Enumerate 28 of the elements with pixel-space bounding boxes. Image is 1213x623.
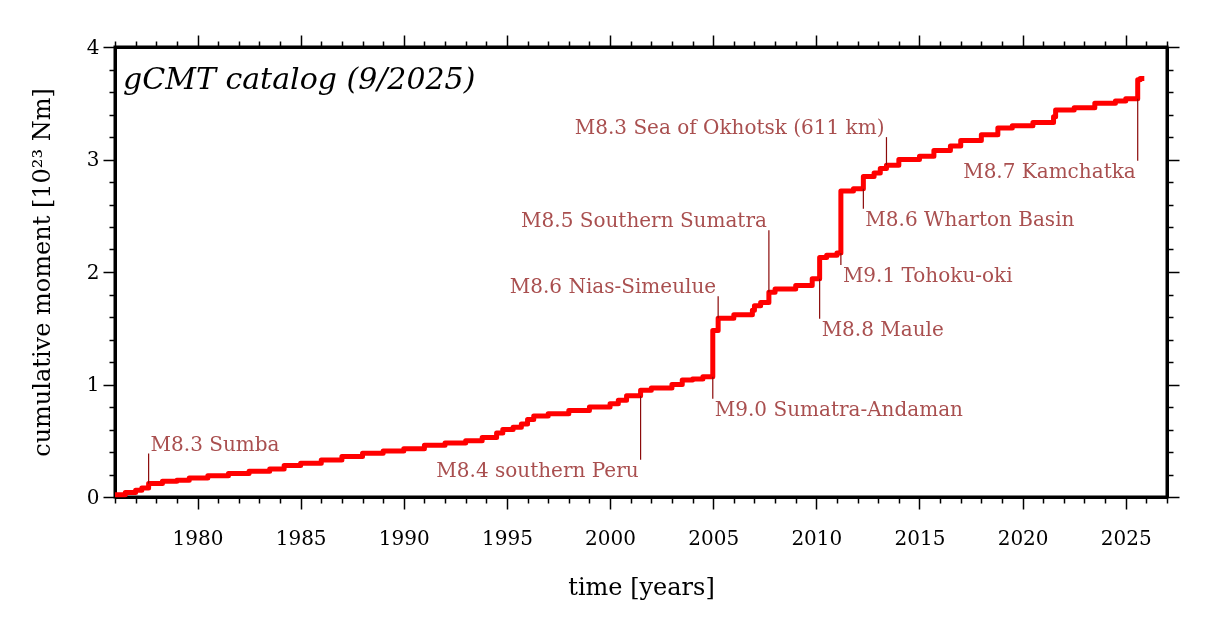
- y-tick-label: 4: [86, 34, 100, 59]
- y-tick-label: 3: [86, 147, 100, 171]
- annotation: M8.4 southern Peru: [436, 457, 639, 482]
- text: gCMT catalog (9/2025): [123, 61, 476, 96]
- x-tick-label: 1990: [378, 525, 430, 550]
- annotation: M8.7 Kamchatka: [963, 158, 1136, 183]
- y-tick-label: 0: [86, 484, 100, 509]
- x-tick-label: 2000: [585, 525, 637, 550]
- y-tick-label: 2: [86, 259, 100, 284]
- x-tick-label: 1980: [172, 525, 224, 550]
- annotation: M9.0 Sumatra-Andaman: [714, 396, 964, 421]
- x-axis-title: time [years]: [568, 572, 715, 601]
- annotation: M8.3 Sea of Okhotsk (611 km): [574, 115, 885, 140]
- annotation: M9.1 Tohoku-oki: [842, 262, 1013, 287]
- annotation: M8.8 Maule: [821, 316, 944, 341]
- y-axis-title: cumulative moment [10²³ Nm]: [27, 88, 56, 457]
- annotation: M8.3 Sumba: [150, 431, 280, 456]
- annotation: M8.5 Southern Sumatra: [521, 208, 767, 233]
- annotation: M8.6 Wharton Basin: [865, 206, 1075, 231]
- x-tick-label: 2020: [997, 525, 1049, 550]
- x-tick-label: 2015: [894, 525, 946, 550]
- annotation: M8.6 Nias-Simeulue: [509, 274, 717, 299]
- x-tick-label: 2025: [1100, 525, 1152, 550]
- x-tick-label: 2010: [791, 525, 843, 550]
- x-tick-label: 1985: [275, 525, 327, 550]
- y-tick-label: 1: [86, 372, 100, 396]
- x-tick-label: 2005: [688, 525, 740, 550]
- x-tick-label: 1995: [481, 525, 533, 550]
